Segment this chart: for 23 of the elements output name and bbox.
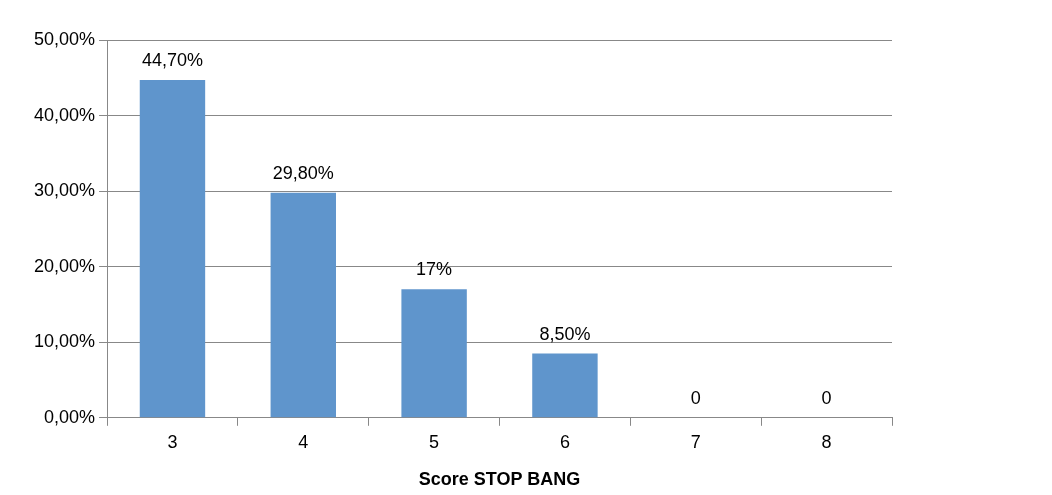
- bar: [532, 353, 598, 418]
- data-label: 44,70%: [141, 50, 203, 71]
- x-tick-label: 3: [167, 431, 178, 452]
- x-tick-label: 5: [429, 431, 440, 452]
- data-label: 8,50%: [539, 323, 591, 344]
- bar: [401, 289, 467, 418]
- y-tick-label: 30,00%: [33, 180, 96, 201]
- y-tick-label: 50,00%: [33, 28, 96, 49]
- data-label: 0: [821, 387, 832, 408]
- x-tick-label: 6: [559, 431, 570, 452]
- y-tick-label: 10,00%: [33, 331, 96, 352]
- data-label: 29,80%: [272, 162, 334, 183]
- x-tick-label: 4: [298, 431, 309, 452]
- bar: [270, 192, 336, 418]
- x-tick-label: 7: [690, 431, 701, 452]
- data-label: 0: [690, 387, 701, 408]
- data-label: 17%: [416, 259, 453, 280]
- y-tick-label: 0,00%: [44, 406, 96, 427]
- x-tick-label: 8: [821, 431, 832, 452]
- y-tick-label: 40,00%: [33, 104, 96, 125]
- y-tick-label: 20,00%: [33, 255, 96, 276]
- x-axis-title: Score STOP BANG: [418, 469, 581, 490]
- bar: [139, 80, 206, 418]
